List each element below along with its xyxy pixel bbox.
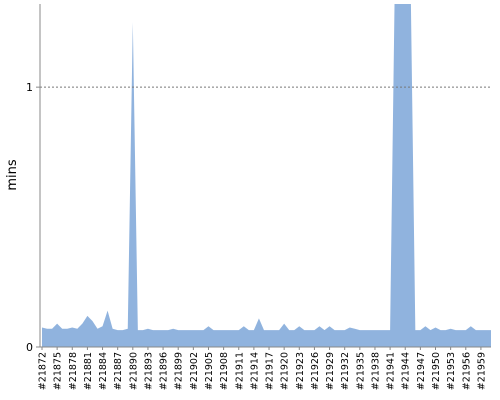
x-tick-label: #21884	[98, 352, 109, 390]
x-tick-label: #21920	[280, 352, 291, 390]
x-tick-label: #21938	[370, 352, 381, 390]
x-tick-label: #21875	[53, 352, 64, 390]
x-tick-label: #21953	[446, 352, 457, 390]
x-tick-label: #21947	[416, 352, 427, 390]
x-tick-label: #21887	[113, 352, 124, 390]
area	[42, 4, 491, 347]
x-tick-label: #21929	[325, 352, 336, 390]
x-tick-label: #21905	[204, 352, 215, 390]
x-tick-label: #21959	[476, 352, 487, 390]
x-tick-label: #21890	[128, 352, 139, 390]
x-tick-label: #21950	[431, 352, 442, 390]
x-tick-label: #21935	[355, 352, 366, 390]
x-tick-label: #21902	[189, 352, 200, 390]
x-tick-label: #21908	[219, 352, 230, 390]
y-tick-label: 0	[26, 341, 33, 354]
x-tick-label: #21941	[386, 352, 397, 390]
x-tick-label: #21923	[295, 352, 306, 390]
x-tick-label: #21917	[265, 352, 276, 390]
x-tick-label: #21896	[159, 352, 170, 390]
x-tick-label: #21932	[340, 352, 351, 390]
x-tick-label: #21899	[174, 352, 185, 390]
x-tick-label: #21914	[249, 352, 260, 390]
x-tick-label: #21893	[143, 352, 154, 390]
x-tick-label: #21944	[401, 352, 412, 390]
y-tick-label: 1	[26, 81, 33, 94]
y-axis-label: mins	[5, 159, 20, 191]
x-tick-label: #21878	[68, 352, 79, 390]
x-tick-label: #21881	[83, 352, 94, 390]
x-tick-label: #21926	[310, 352, 321, 390]
x-tick-label: #21956	[461, 352, 472, 390]
x-tick-label: #21872	[38, 352, 49, 390]
x-tick-label: #21911	[234, 352, 245, 390]
